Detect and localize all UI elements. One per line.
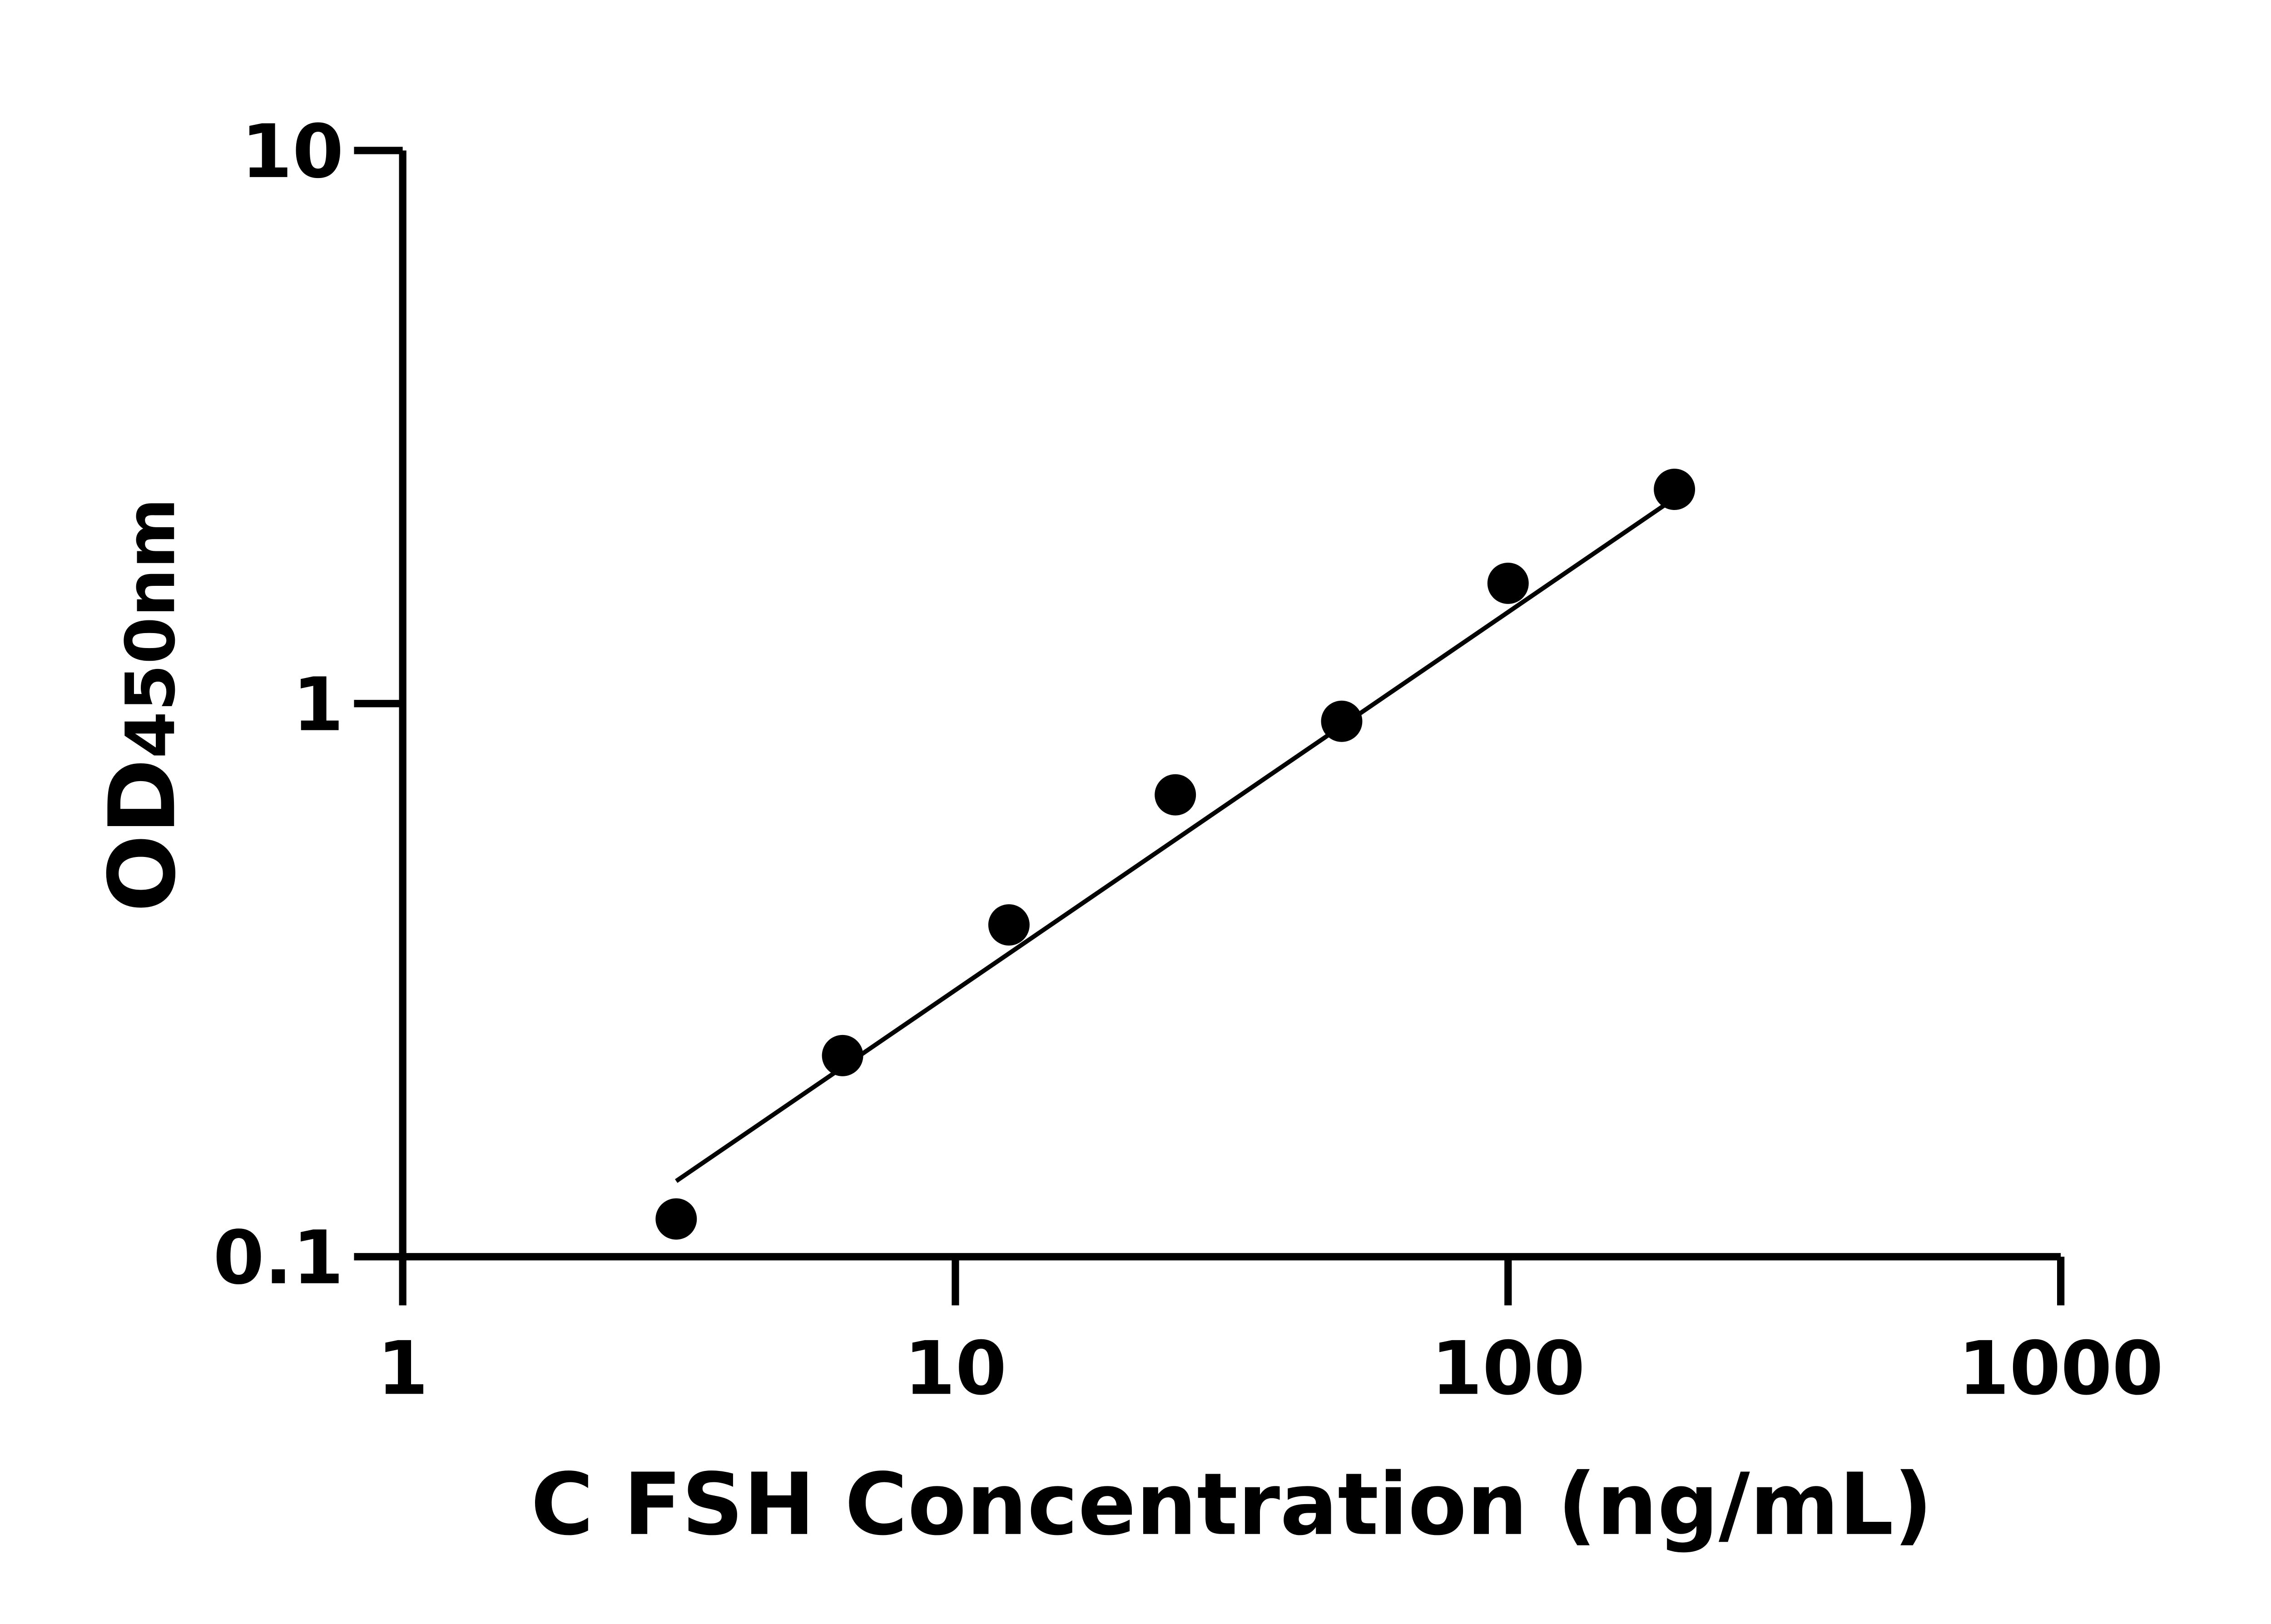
data-point [1155, 774, 1196, 816]
x-tick-label: 1 [377, 1326, 428, 1411]
x-tick-label: 10 [904, 1326, 1007, 1411]
axes: 1 10 100 1000 0.1 1 10 [213, 109, 2163, 1411]
y-tick-label: 0.1 [213, 1215, 344, 1301]
data-point [822, 1035, 863, 1076]
svg-text:OD450nm: OD450nm [89, 498, 196, 912]
data-point [655, 1198, 697, 1240]
data-point [1321, 700, 1363, 742]
fit-line-group [675, 496, 1676, 1183]
fit-line [675, 496, 1676, 1183]
y-tick-label: 1 [293, 662, 344, 748]
x-tick-label: 1000 [1958, 1326, 2163, 1411]
y-tick-label: 10 [241, 109, 344, 195]
x-axis-title: C FSH Concentration (ng/mL) [531, 1455, 1933, 1555]
y-axis-title-sub: 450nm [111, 498, 190, 758]
data-points [655, 469, 1696, 1240]
data-point [1487, 562, 1529, 604]
data-point [988, 904, 1030, 946]
y-axis-title: OD450nm [89, 498, 196, 912]
x-tick-label: 100 [1431, 1326, 1585, 1411]
y-axis-title-main: OD [89, 758, 196, 912]
data-point [1654, 469, 1696, 510]
